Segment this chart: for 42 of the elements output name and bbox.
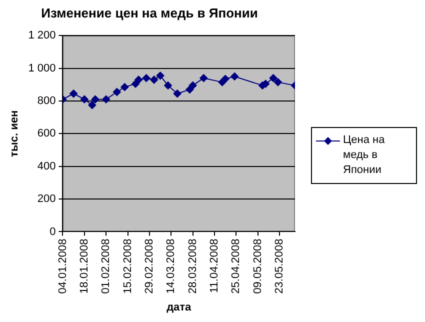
point	[132, 80, 140, 88]
point	[142, 74, 150, 82]
y-axis-title: тыс. иен	[8, 110, 21, 157]
point	[173, 90, 182, 98]
x-tick-label: 14.03.2008	[165, 238, 178, 294]
x-tick-label: 11.04.2008	[208, 238, 221, 293]
y-tick-label: 1 000	[28, 62, 56, 74]
point	[188, 81, 197, 90]
legend-label: Цена на медь в Японии	[343, 133, 386, 178]
point	[269, 74, 278, 82]
x-tick-label: 23.05.2008	[274, 238, 286, 294]
chart-title: Изменение цен на медь в Японии	[41, 5, 258, 20]
point	[200, 74, 208, 82]
y-tick-label: 400	[37, 160, 56, 172]
y-tick-label: 800	[37, 95, 56, 108]
point	[134, 76, 143, 84]
point	[112, 88, 121, 96]
point	[164, 81, 172, 90]
x-tick-label: 01.02.2008	[100, 238, 112, 294]
point	[230, 72, 239, 80]
y-tick-label: 600	[37, 128, 56, 140]
y-tick-label: 0	[50, 226, 56, 238]
x-tick-label: 25.04.2008	[230, 238, 242, 294]
x-tick-label: 29.02.2008	[143, 238, 156, 294]
x-tick-label: 04.01.2008	[56, 238, 69, 294]
point	[156, 72, 164, 80]
point	[102, 95, 110, 104]
y-tick-label: 1 200	[28, 30, 56, 42]
point	[274, 78, 282, 86]
point	[80, 95, 88, 104]
point	[91, 95, 100, 104]
y-tick-label: 200	[37, 193, 56, 206]
point	[150, 76, 158, 84]
x-axis-title: дата	[166, 301, 192, 314]
point	[221, 74, 230, 83]
point	[70, 90, 78, 98]
x-tick-label: 09.05.2008	[252, 238, 264, 294]
x-tick-label: 28.03.2008	[186, 238, 199, 294]
point	[88, 101, 96, 110]
x-tick-label: 15.02.2008	[122, 238, 134, 294]
x-tick-label: 18.01.2008	[78, 238, 90, 294]
point	[120, 83, 129, 92]
